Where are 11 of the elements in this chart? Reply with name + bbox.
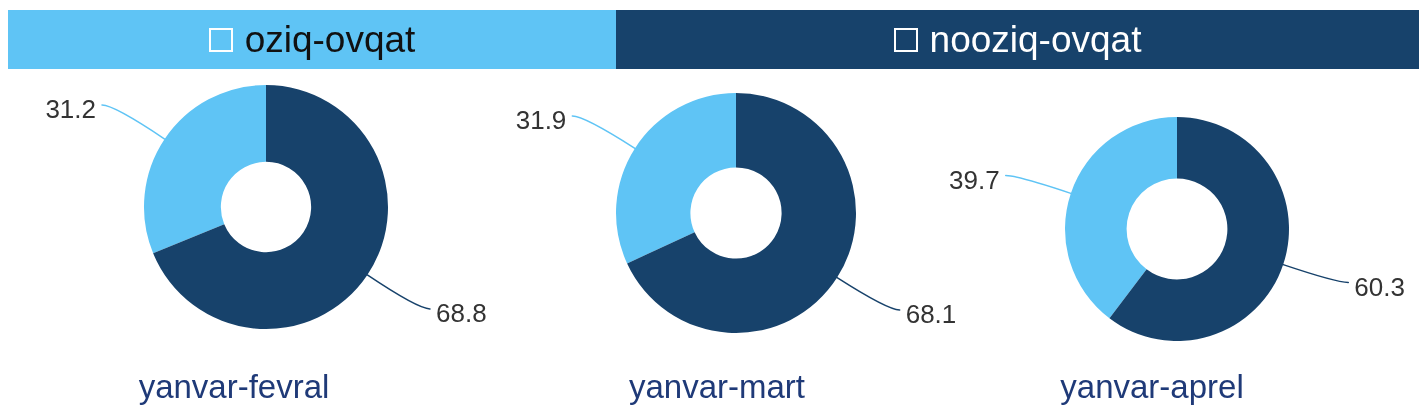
legend-label: oziq-ovqat [244,18,416,62]
slice-label: yanvar-mart [628,368,806,406]
slice-label: yanvar-aprel [1060,368,1244,406]
data-label: 68.1 [905,299,956,330]
data-label: 60.3 [1354,271,1405,302]
data-label: 31.9 [515,105,566,136]
slice-label: yanvar-fevral [138,368,330,406]
legend-label: nooziq-ovqat [929,18,1142,62]
data-label: 39.7 [949,164,1000,195]
data-label: 31.2 [44,94,96,125]
data-label: 68.8 [435,298,487,329]
